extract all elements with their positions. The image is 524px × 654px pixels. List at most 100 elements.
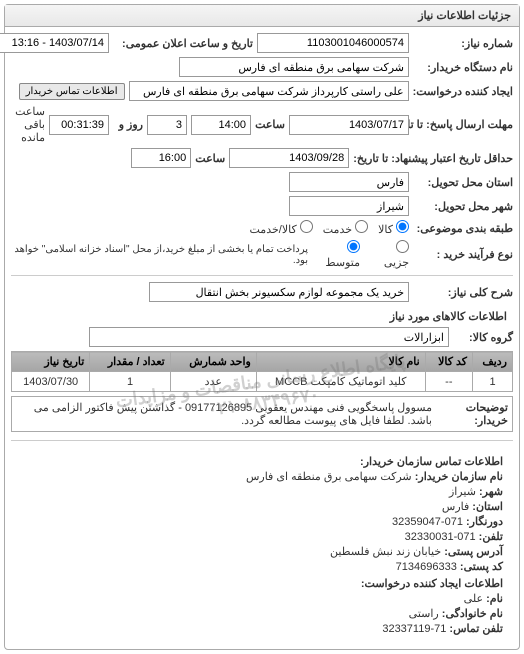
contact-line: تلفن: 071-32330031: [21, 530, 503, 543]
category-radio[interactable]: [355, 220, 368, 233]
validity-label: حداقل تاریخ اعتبار پیشنهاد: تا تاریخ:: [353, 152, 513, 165]
deadline-remain-field[interactable]: [49, 115, 109, 135]
pub-date-label: تاریخ و ساعت اعلان عمومی:: [113, 37, 253, 50]
req-no-label: شماره نیاز:: [413, 37, 513, 50]
creator-contact-key: نام:: [483, 593, 503, 605]
details-panel: جزئیات اطلاعات نیاز شماره نیاز: تاریخ و …: [4, 4, 520, 650]
contact-value: 7134696333: [396, 561, 457, 573]
creator-contact-value: راستی: [409, 608, 439, 620]
category-radio-label: خدمت: [323, 224, 355, 236]
contact-title: اطلاعات تماس سازمان خریدار:: [360, 456, 503, 468]
proc-type-radio[interactable]: [347, 240, 360, 253]
goods-section-title: اطلاعات کالاهای مورد نیاز: [17, 310, 507, 323]
contact-key: کد پستی:: [457, 561, 503, 573]
table-row: 1--کلید اتوماتیک کامپکت MCCBعدد11403/07/…: [12, 372, 513, 392]
contact-line: استان: فارس: [21, 500, 503, 513]
buyer-description-row: توضیحات خریدار: مسوول پاسخگویی فنی مهندس…: [11, 396, 513, 432]
table-cell: --: [425, 372, 472, 392]
contact-value: شرکت سهامی برق منطقه ای فارس: [246, 471, 412, 483]
contact-value: شیراز: [449, 486, 476, 498]
creator-contact-key: تلفن تماس:: [446, 623, 503, 635]
contact-value: فارس: [442, 501, 469, 513]
proc-type-label: نوع فرآیند خرید :: [413, 248, 513, 261]
city-label: شهر محل تحویل:: [413, 200, 513, 213]
deadline-time-field[interactable]: [191, 115, 251, 135]
province-label: استان محل تحویل:: [413, 176, 513, 189]
province-field[interactable]: [289, 172, 409, 192]
buyer-contact-button[interactable]: اطلاعات تماس خریدار: [19, 83, 125, 100]
category-radio[interactable]: [396, 220, 409, 233]
creator-contact-value: 71-32337119: [382, 623, 446, 635]
creator-contact-title: اطلاعات ایجاد کننده درخواست:: [361, 578, 503, 590]
summary-field[interactable]: [149, 282, 409, 302]
pub-date-field[interactable]: [0, 33, 109, 53]
proc-type-option[interactable]: متوسط: [312, 240, 360, 269]
proc-type-radio[interactable]: [396, 240, 409, 253]
contact-line: آدرس پستی: خیابان زند نبش فلسطین: [21, 545, 503, 558]
proc-type-radio-label: جزیی: [384, 257, 409, 269]
contact-line: شهر: شیراز: [21, 485, 503, 498]
goods-col-header: واحد شمارش: [170, 352, 256, 372]
creator-field[interactable]: [129, 81, 409, 101]
summary-label: شرح کلی نیاز:: [413, 286, 513, 299]
category-label: طبقه بندی موضوعی:: [413, 222, 513, 235]
creator-contact-line: تلفن تماس: 71-32337119: [21, 622, 503, 635]
creator-label: ایجاد کننده درخواست:: [413, 85, 513, 98]
city-field[interactable]: [289, 196, 409, 216]
contact-value: خیابان زند نبش فلسطین: [330, 546, 441, 558]
deadline-time-label: ساعت: [255, 118, 285, 131]
contact-key: دورنگار:: [463, 516, 503, 528]
table-cell: 1403/07/30: [12, 372, 90, 392]
category-option[interactable]: کالا: [378, 220, 409, 236]
contact-line: کد پستی: 7134696333: [21, 560, 503, 573]
goods-col-header: تعداد / مقدار: [90, 352, 170, 372]
contact-line: نام سازمان خریدار: شرکت سهامی برق منطقه …: [21, 470, 503, 483]
goods-group-label: گروه کالا:: [453, 331, 513, 344]
table-cell: عدد: [170, 372, 256, 392]
deadline-days-label: روز و: [113, 118, 143, 131]
proc-type-option[interactable]: جزیی: [370, 240, 409, 269]
goods-col-header: نام کالا: [256, 352, 425, 372]
validity-time-field[interactable]: [131, 148, 191, 168]
buyer-org-field[interactable]: [179, 57, 409, 77]
buyer-description-text: مسوول پاسخگویی فنی مهندس یعقوبی 09177126…: [16, 401, 432, 427]
table-cell: 1: [90, 372, 170, 392]
contact-line: دورنگار: 071-32359047: [21, 515, 503, 528]
proc-type-note: پرداخت تمام یا بخشی از مبلغ خرید،از محل …: [11, 244, 308, 266]
deadline-date-field[interactable]: [289, 115, 409, 135]
proc-type-radio-group: جزیی متوسط: [312, 240, 409, 269]
creator-contact-value: علی: [464, 593, 483, 605]
category-option[interactable]: کالا/خدمت: [250, 220, 313, 236]
table-cell: 1: [473, 372, 513, 392]
contact-key: نام سازمان خریدار:: [412, 471, 503, 483]
contact-key: آدرس پستی:: [441, 546, 503, 558]
contact-key: تلفن:: [476, 531, 503, 543]
contact-value: 071-32359047: [392, 516, 463, 528]
contact-key: استان:: [469, 501, 503, 513]
table-cell: کلید اتوماتیک کامپکت MCCB: [256, 372, 425, 392]
panel-title: جزئیات اطلاعات نیاز: [5, 5, 519, 27]
goods-group-field[interactable]: [89, 327, 449, 347]
deadline-label: مهلت ارسال پاسخ: تا تاریخ:: [413, 118, 513, 131]
creator-contact-line: نام خانوادگی: راستی: [21, 607, 503, 620]
category-option[interactable]: خدمت: [323, 220, 368, 236]
validity-date-field[interactable]: [229, 148, 349, 168]
category-radio-group: کالا خدمت کالا/خدمت: [250, 220, 410, 236]
proc-type-radio-label: متوسط: [325, 257, 360, 269]
deadline-remain-label: ساعت باقی مانده: [11, 105, 45, 144]
buyer-description-label: توضیحات خریدار:: [438, 401, 508, 427]
goods-col-header: تاریخ نیاز: [12, 352, 90, 372]
deadline-days-field[interactable]: [147, 115, 187, 135]
creator-contact-line: نام: علی: [21, 592, 503, 605]
goods-col-header: کد کالا: [425, 352, 472, 372]
req-no-field[interactable]: [257, 33, 409, 53]
goods-table: ردیفکد کالانام کالاواحد شمارشتعداد / مقد…: [11, 351, 513, 392]
validity-time-label: ساعت: [195, 152, 225, 165]
category-radio-label: کالا/خدمت: [250, 224, 300, 236]
category-radio[interactable]: [300, 220, 313, 233]
category-radio-label: کالا: [378, 224, 396, 236]
creator-contact-key: نام خانوادگی:: [439, 608, 503, 620]
buyer-org-label: نام دستگاه خریدار:: [413, 61, 513, 74]
goods-col-header: ردیف: [473, 352, 513, 372]
contact-info-block: اطلاعات تماس سازمان خریدار: نام سازمان خ…: [11, 449, 513, 643]
